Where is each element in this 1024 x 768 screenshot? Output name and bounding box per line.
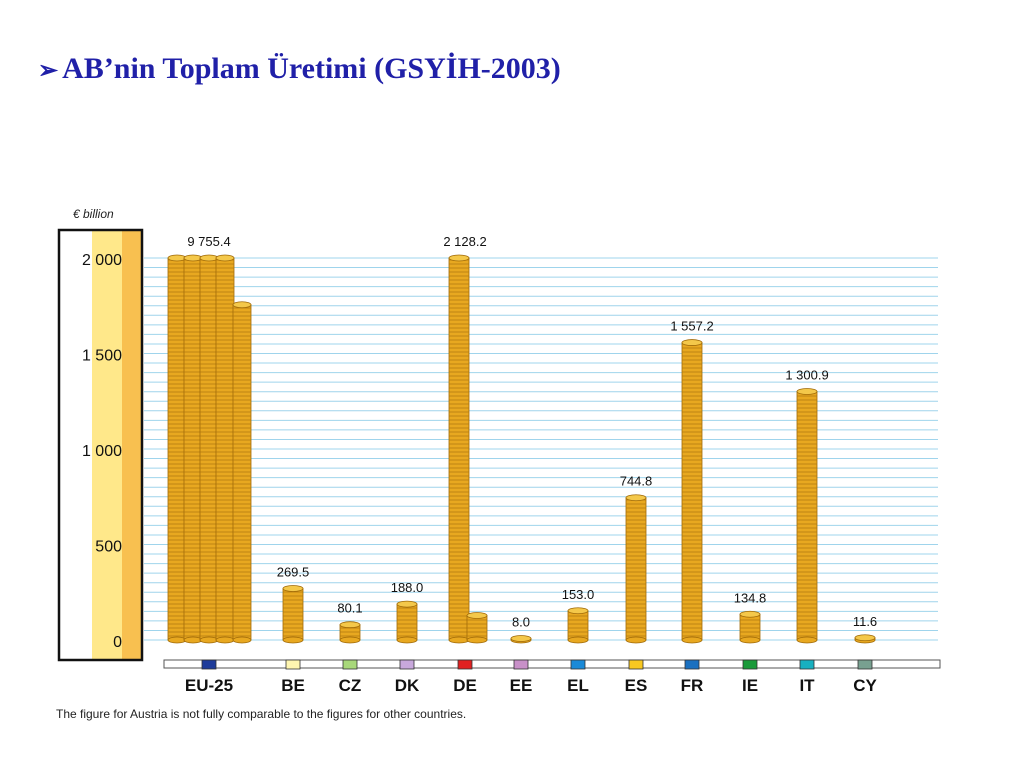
y-axis-label: € billion bbox=[73, 207, 114, 221]
x-tick-label-ee: EE bbox=[510, 676, 533, 695]
chart-footnote: The figure for Austria is not fully comp… bbox=[56, 707, 467, 721]
data-label-dk: 188.0 bbox=[391, 580, 424, 595]
slide-title: ➢ AB’nin Toplam Üretimi (GSYİH-2003) bbox=[38, 52, 561, 86]
data-label-ee: 8.0 bbox=[512, 614, 530, 629]
legend-swatch-de bbox=[457, 659, 473, 670]
x-tick-label-cz: CZ bbox=[339, 676, 362, 695]
bar-ee bbox=[510, 635, 532, 644]
data-label-ie: 134.8 bbox=[734, 590, 767, 605]
axis-band-light bbox=[92, 230, 122, 660]
y-tick-label: 1 000 bbox=[82, 443, 122, 460]
data-label-it: 1 300.9 bbox=[785, 368, 828, 383]
legend-swatch-ee bbox=[513, 659, 529, 670]
x-axis-strip bbox=[163, 659, 941, 669]
x-tick-label-el: EL bbox=[567, 676, 589, 695]
x-tick-label-ie: IE bbox=[742, 676, 758, 695]
arrow-bullet-icon: ➢ bbox=[38, 58, 59, 84]
bar-cy bbox=[854, 634, 876, 644]
bar-fr bbox=[681, 339, 703, 644]
legend-swatch-eu-25 bbox=[201, 659, 217, 670]
y-tick-label: 2 000 bbox=[82, 252, 122, 269]
legend-swatch-cy bbox=[857, 659, 873, 670]
legend-swatch-be bbox=[285, 659, 301, 670]
bar-eu-25-column bbox=[183, 254, 203, 644]
x-tick-label-fr: FR bbox=[681, 676, 704, 695]
bar-dk bbox=[396, 600, 418, 644]
data-label-el: 153.0 bbox=[562, 587, 595, 602]
legend-swatch-es bbox=[628, 659, 644, 670]
x-tick-label-eu-25: EU-25 bbox=[185, 676, 233, 695]
legend-swatch-fr bbox=[684, 659, 700, 670]
x-tick-label-cy: CY bbox=[853, 676, 877, 695]
bar-eu-25-column bbox=[215, 254, 235, 644]
data-label-fr: 1 557.2 bbox=[670, 319, 713, 334]
x-tick-label-it: IT bbox=[799, 676, 815, 695]
axis-box bbox=[57, 228, 144, 662]
x-tick-label-de: DE bbox=[453, 676, 477, 695]
data-label-be: 269.5 bbox=[277, 565, 310, 580]
legend-swatch-ie bbox=[742, 659, 758, 670]
y-tick-label: 0 bbox=[113, 634, 122, 651]
bar-eu-25-column bbox=[199, 254, 219, 644]
legend-swatch-dk bbox=[399, 659, 415, 670]
bar-eu-25-column bbox=[232, 301, 252, 644]
bar-de-overflow bbox=[466, 612, 488, 644]
data-label-cy: 11.6 bbox=[853, 614, 877, 629]
bar-be bbox=[282, 585, 304, 644]
y-tick-label: 500 bbox=[95, 539, 122, 556]
legend-swatch-el bbox=[570, 659, 586, 670]
bar-cz bbox=[339, 621, 361, 644]
x-tick-label-es: ES bbox=[625, 676, 648, 695]
data-label-cz: 80.1 bbox=[337, 601, 362, 616]
data-label-es: 744.8 bbox=[620, 474, 653, 489]
legend-swatch-it bbox=[799, 659, 815, 670]
y-tick-label: 1 500 bbox=[82, 348, 122, 365]
bar-eu-25-column bbox=[167, 254, 187, 644]
x-tick-label-be: BE bbox=[281, 676, 305, 695]
bar-it bbox=[796, 388, 818, 644]
slide-title-text: AB’nin Toplam Üretimi (GSYİH-2003) bbox=[62, 52, 561, 85]
data-label-de: 2 128.2 bbox=[443, 234, 486, 249]
data-label-eu-25: 9 755.4 bbox=[187, 234, 230, 249]
x-tick-label-dk: DK bbox=[395, 676, 420, 695]
legend-swatch-cz bbox=[342, 659, 358, 670]
bar-es bbox=[625, 494, 647, 644]
bar-el bbox=[567, 607, 589, 644]
bar-ie bbox=[739, 610, 761, 644]
axis-band-dark bbox=[122, 230, 142, 660]
bar-de bbox=[448, 254, 470, 644]
